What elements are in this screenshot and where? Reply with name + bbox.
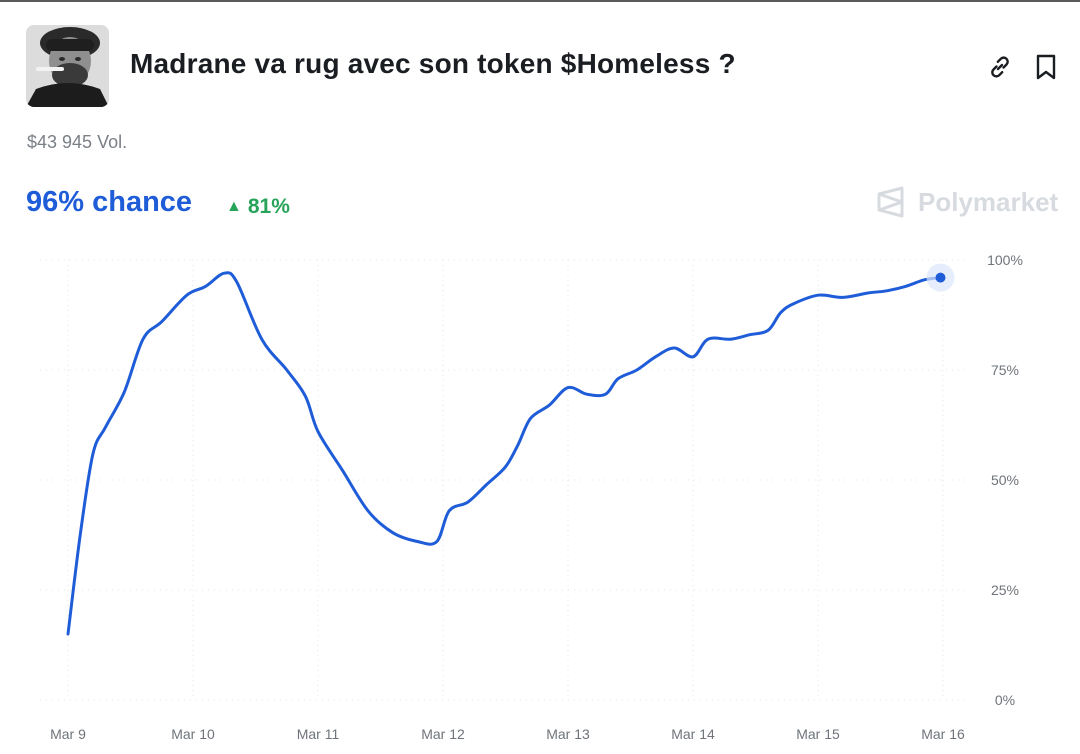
polymarket-logo-icon — [877, 186, 904, 218]
x-tick-label: Mar 14 — [671, 726, 715, 742]
bookmark-button[interactable] — [1030, 50, 1062, 84]
up-arrow-icon: ▲ — [226, 198, 242, 215]
y-tick-label: 25% — [991, 582, 1019, 598]
y-tick-label: 0% — [995, 692, 1015, 708]
change-value: 81% — [247, 195, 290, 218]
brand-name: Polymarket — [918, 186, 1059, 217]
y-tick-label: 50% — [991, 472, 1019, 488]
price-history-chart: Mar 9 Mar 10 Mar 11 Mar 12 Mar 13 Mar 14 Mar 1… — [40, 252, 1023, 742]
x-tick-label: Mar 15 — [796, 726, 840, 742]
chart-grid — [40, 259, 970, 701]
copy-link-button[interactable] — [984, 50, 1016, 84]
market-title: Madrane va rug avec son token $Homeless … — [130, 48, 736, 79]
series-line — [66, 271, 942, 636]
x-tick-label: Mar 10 — [171, 726, 215, 742]
volume-label: $43 945 Vol. — [27, 132, 128, 152]
x-tick-label: Mar 12 — [421, 726, 465, 742]
x-tick-label: Mar 9 — [50, 726, 86, 742]
y-tick-label: 100% — [987, 252, 1023, 268]
latest-point-marker[interactable] — [935, 272, 946, 283]
window-top-border — [0, 0, 1080, 2]
chance-value: 96% chance — [26, 186, 193, 218]
x-axis-ticks: Mar 9 Mar 10 Mar 11 Mar 12 Mar 13 Mar 14 Mar 1… — [50, 726, 965, 742]
change-indicator: ▲ 81% — [226, 195, 290, 219]
y-axis-ticks: 0% 25% 50% 75% 100% — [987, 252, 1023, 708]
avatar — [26, 25, 109, 107]
x-tick-label: Mar 16 — [921, 726, 965, 742]
y-tick-label: 75% — [991, 362, 1019, 378]
brand-watermark: Polymarket — [876, 186, 1058, 218]
avatar-portrait — [26, 25, 109, 107]
link-icon — [991, 56, 1009, 78]
x-tick-label: Mar 11 — [297, 726, 340, 742]
bookmark-icon — [1036, 54, 1056, 80]
x-tick-label: Mar 13 — [546, 726, 590, 742]
